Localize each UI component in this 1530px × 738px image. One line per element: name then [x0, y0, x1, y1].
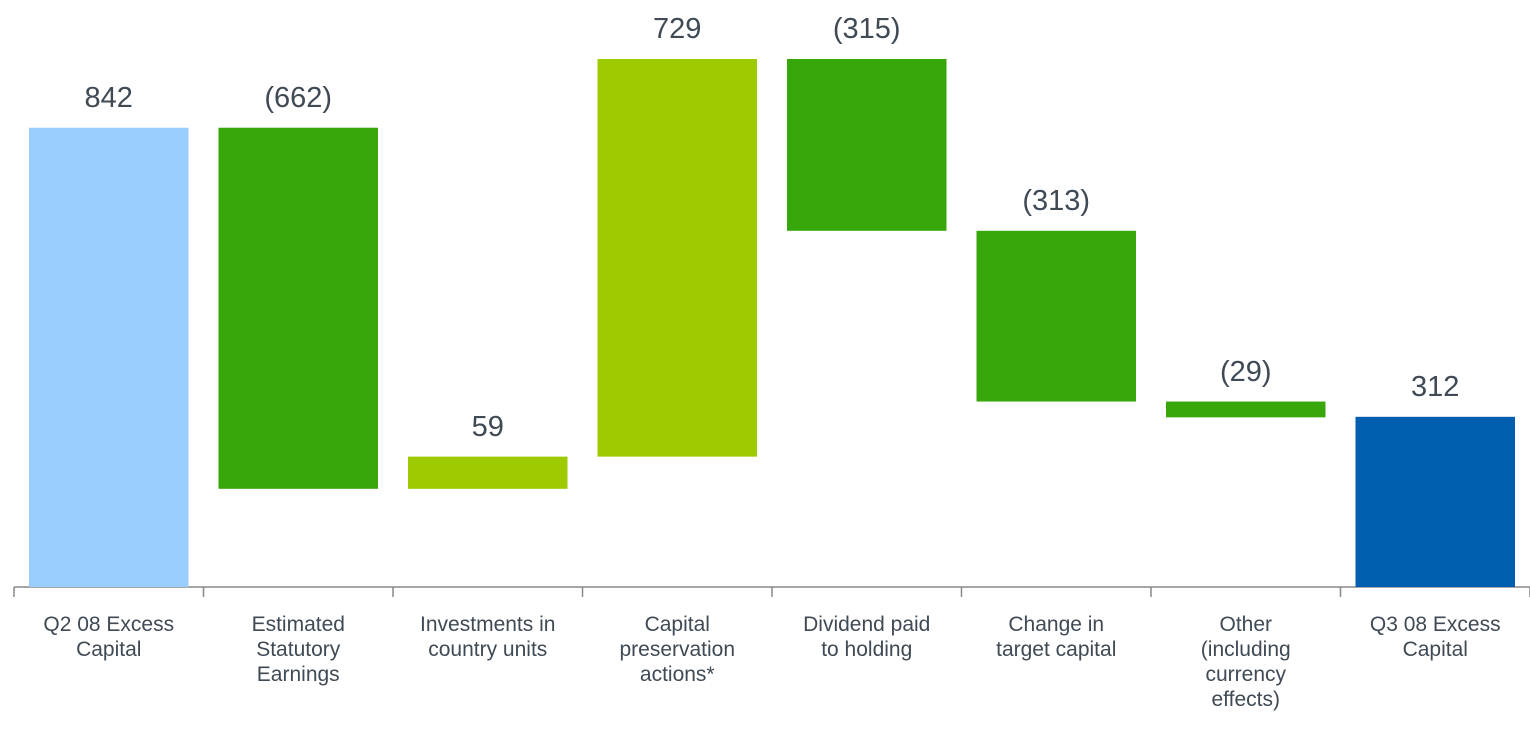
value-label: 312	[1411, 370, 1460, 403]
bar	[597, 59, 757, 457]
x-tick-label: Capital preservation actions*	[619, 613, 736, 686]
value-label: (313)	[1022, 184, 1091, 217]
x-tick-label: Investments in country units	[420, 613, 556, 661]
bar	[29, 127, 189, 588]
x-tick-label: Change in target capital	[996, 613, 1117, 661]
value-label: (662)	[264, 81, 333, 114]
x-tick-label: Q3 08 Excess Capital	[1369, 613, 1501, 661]
x-tick-label: Q2 08 Excess Capital	[43, 613, 175, 661]
x-tick-label: Estimated Statutory Earnings	[251, 613, 345, 686]
x-tick-label: Dividend paid to holding	[803, 613, 931, 661]
bar	[1166, 401, 1326, 418]
value-label: 842	[84, 81, 133, 114]
value-label: (315)	[832, 13, 901, 45]
bar	[976, 230, 1136, 402]
bar	[1355, 416, 1515, 587]
bar	[218, 127, 378, 489]
bar	[408, 456, 568, 489]
value-label: 59	[471, 410, 504, 443]
value-label: (29)	[1219, 355, 1272, 388]
bar	[787, 59, 947, 231]
x-tick-label: Other (including currency effects)	[1200, 613, 1291, 711]
value-label: 729	[653, 13, 702, 45]
